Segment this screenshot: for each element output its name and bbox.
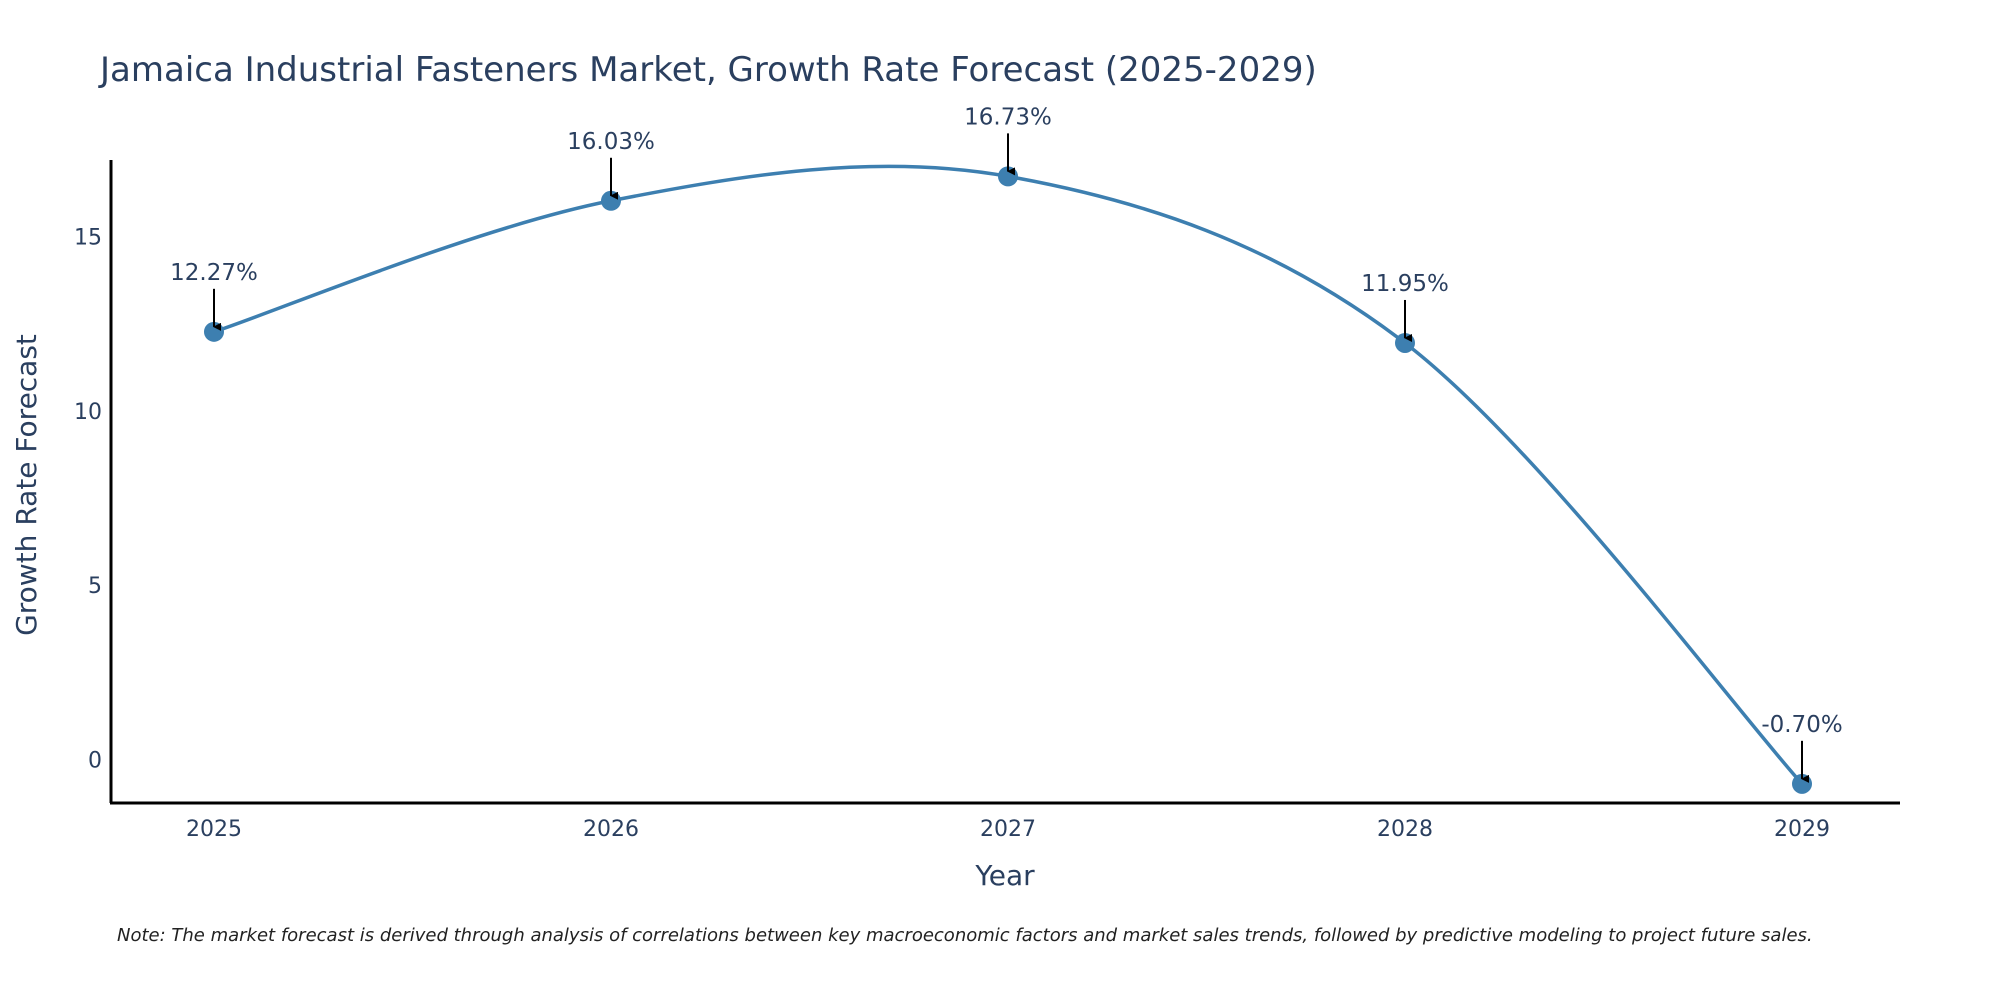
y-axis-ticks: 0 5 10 15 (74, 226, 102, 774)
data-label: 16.03% (567, 129, 655, 155)
data-label: -0.70% (1761, 712, 1842, 738)
x-axis-title: Year (974, 859, 1035, 892)
y-tick-label: 10 (74, 400, 102, 425)
x-tick-label: 2026 (583, 817, 639, 842)
x-tick-label: 2025 (186, 817, 242, 842)
forecast-note: Note: The market forecast is derived thr… (117, 925, 1813, 946)
series-line (213, 164, 1804, 786)
x-axis-ticks: 2025 2026 2027 2028 2029 (186, 817, 1830, 842)
data-label: 11.95% (1361, 271, 1449, 297)
x-tick-label: 2027 (980, 817, 1036, 842)
chart-title: Jamaica Industrial Fasteners Market, Gro… (98, 50, 1317, 90)
data-annotations: 12.27% 16.03% 16.73% 11.95% -0.70% (170, 104, 1843, 783)
data-markers (204, 166, 1812, 794)
data-label: 12.27% (170, 260, 258, 286)
y-tick-label: 0 (88, 748, 102, 773)
y-tick-label: 5 (88, 574, 102, 599)
data-label: 16.73% (964, 104, 1052, 130)
x-tick-label: 2029 (1774, 817, 1830, 842)
y-axis-title: Growth Rate Forecast (10, 334, 43, 636)
y-tick-label: 15 (74, 226, 102, 251)
x-tick-label: 2028 (1377, 817, 1433, 842)
